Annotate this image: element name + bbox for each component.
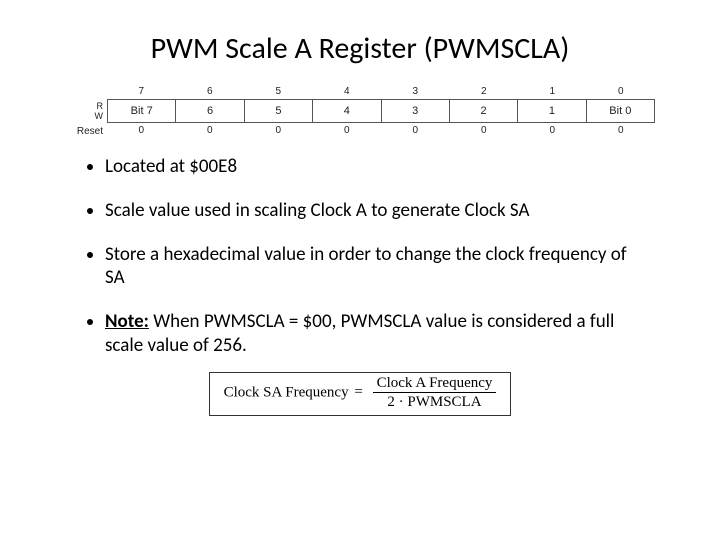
bit-index: 6: [176, 85, 245, 99]
bit-name: Bit 0: [586, 99, 655, 123]
reset-val: 0: [176, 123, 245, 139]
bit-name: 6: [175, 99, 243, 123]
formula-lhs: Clock SA Frequency: [224, 384, 349, 400]
formula-eq: =: [354, 384, 362, 400]
bit-index: 2: [450, 85, 519, 99]
bit-index: 4: [313, 85, 382, 99]
note-text: When PWMSCLA = $00, PWMSCLA value is con…: [105, 310, 614, 357]
formula-box: Clock SA Frequency = Clock A Frequency 2…: [209, 372, 511, 416]
reset-row: 0 0 0 0 0 0 0 0: [107, 123, 655, 139]
register-diagram: 7 6 5 4 3 2 1 0 R W Bit 7 6 5 4 3 2: [65, 85, 655, 139]
list-item: Located at $00E8: [105, 155, 670, 179]
read-label: R: [97, 101, 104, 111]
reset-val: 0: [381, 123, 450, 139]
formula-denominator: 2 · PWMSCLA: [373, 393, 497, 411]
reset-val: 0: [450, 123, 519, 139]
bit-name: Bit 7: [107, 99, 175, 123]
bullet-list: Located at $00E8 Scale value used in sca…: [50, 155, 670, 358]
reset-label: Reset: [65, 126, 107, 137]
reset-val: 0: [313, 123, 382, 139]
bit-index: 0: [587, 85, 656, 99]
page-title: PWM Scale A Register (PWMSCLA): [50, 30, 670, 67]
bit-name: 3: [381, 99, 449, 123]
rw-label: R W: [65, 101, 107, 121]
bit-index: 3: [381, 85, 450, 99]
reset-val: 0: [587, 123, 656, 139]
formula-numerator: Clock A Frequency: [373, 375, 497, 394]
bit-index: 1: [518, 85, 587, 99]
bit-name: 2: [449, 99, 517, 123]
reset-val: 0: [244, 123, 313, 139]
note-label: Note:: [105, 310, 149, 333]
write-label: W: [95, 111, 104, 121]
list-item: Store a hexadecimal value in order to ch…: [105, 243, 670, 291]
bit-index: 5: [244, 85, 313, 99]
bit-name: 1: [517, 99, 585, 123]
formula-fraction: Clock A Frequency 2 · PWMSCLA: [373, 375, 497, 411]
list-item: Scale value used in scaling Clock A to g…: [105, 199, 670, 223]
bit-name: 4: [312, 99, 380, 123]
reset-val: 0: [107, 123, 176, 139]
list-item: Note: When PWMSCLA = $00, PWMSCLA value …: [105, 310, 670, 358]
bit-index-row: 7 6 5 4 3 2 1 0: [107, 85, 655, 99]
bit-index: 7: [107, 85, 176, 99]
reset-val: 0: [518, 123, 587, 139]
bit-name-row: Bit 7 6 5 4 3 2 1 Bit 0: [107, 99, 655, 123]
bit-name: 5: [244, 99, 312, 123]
